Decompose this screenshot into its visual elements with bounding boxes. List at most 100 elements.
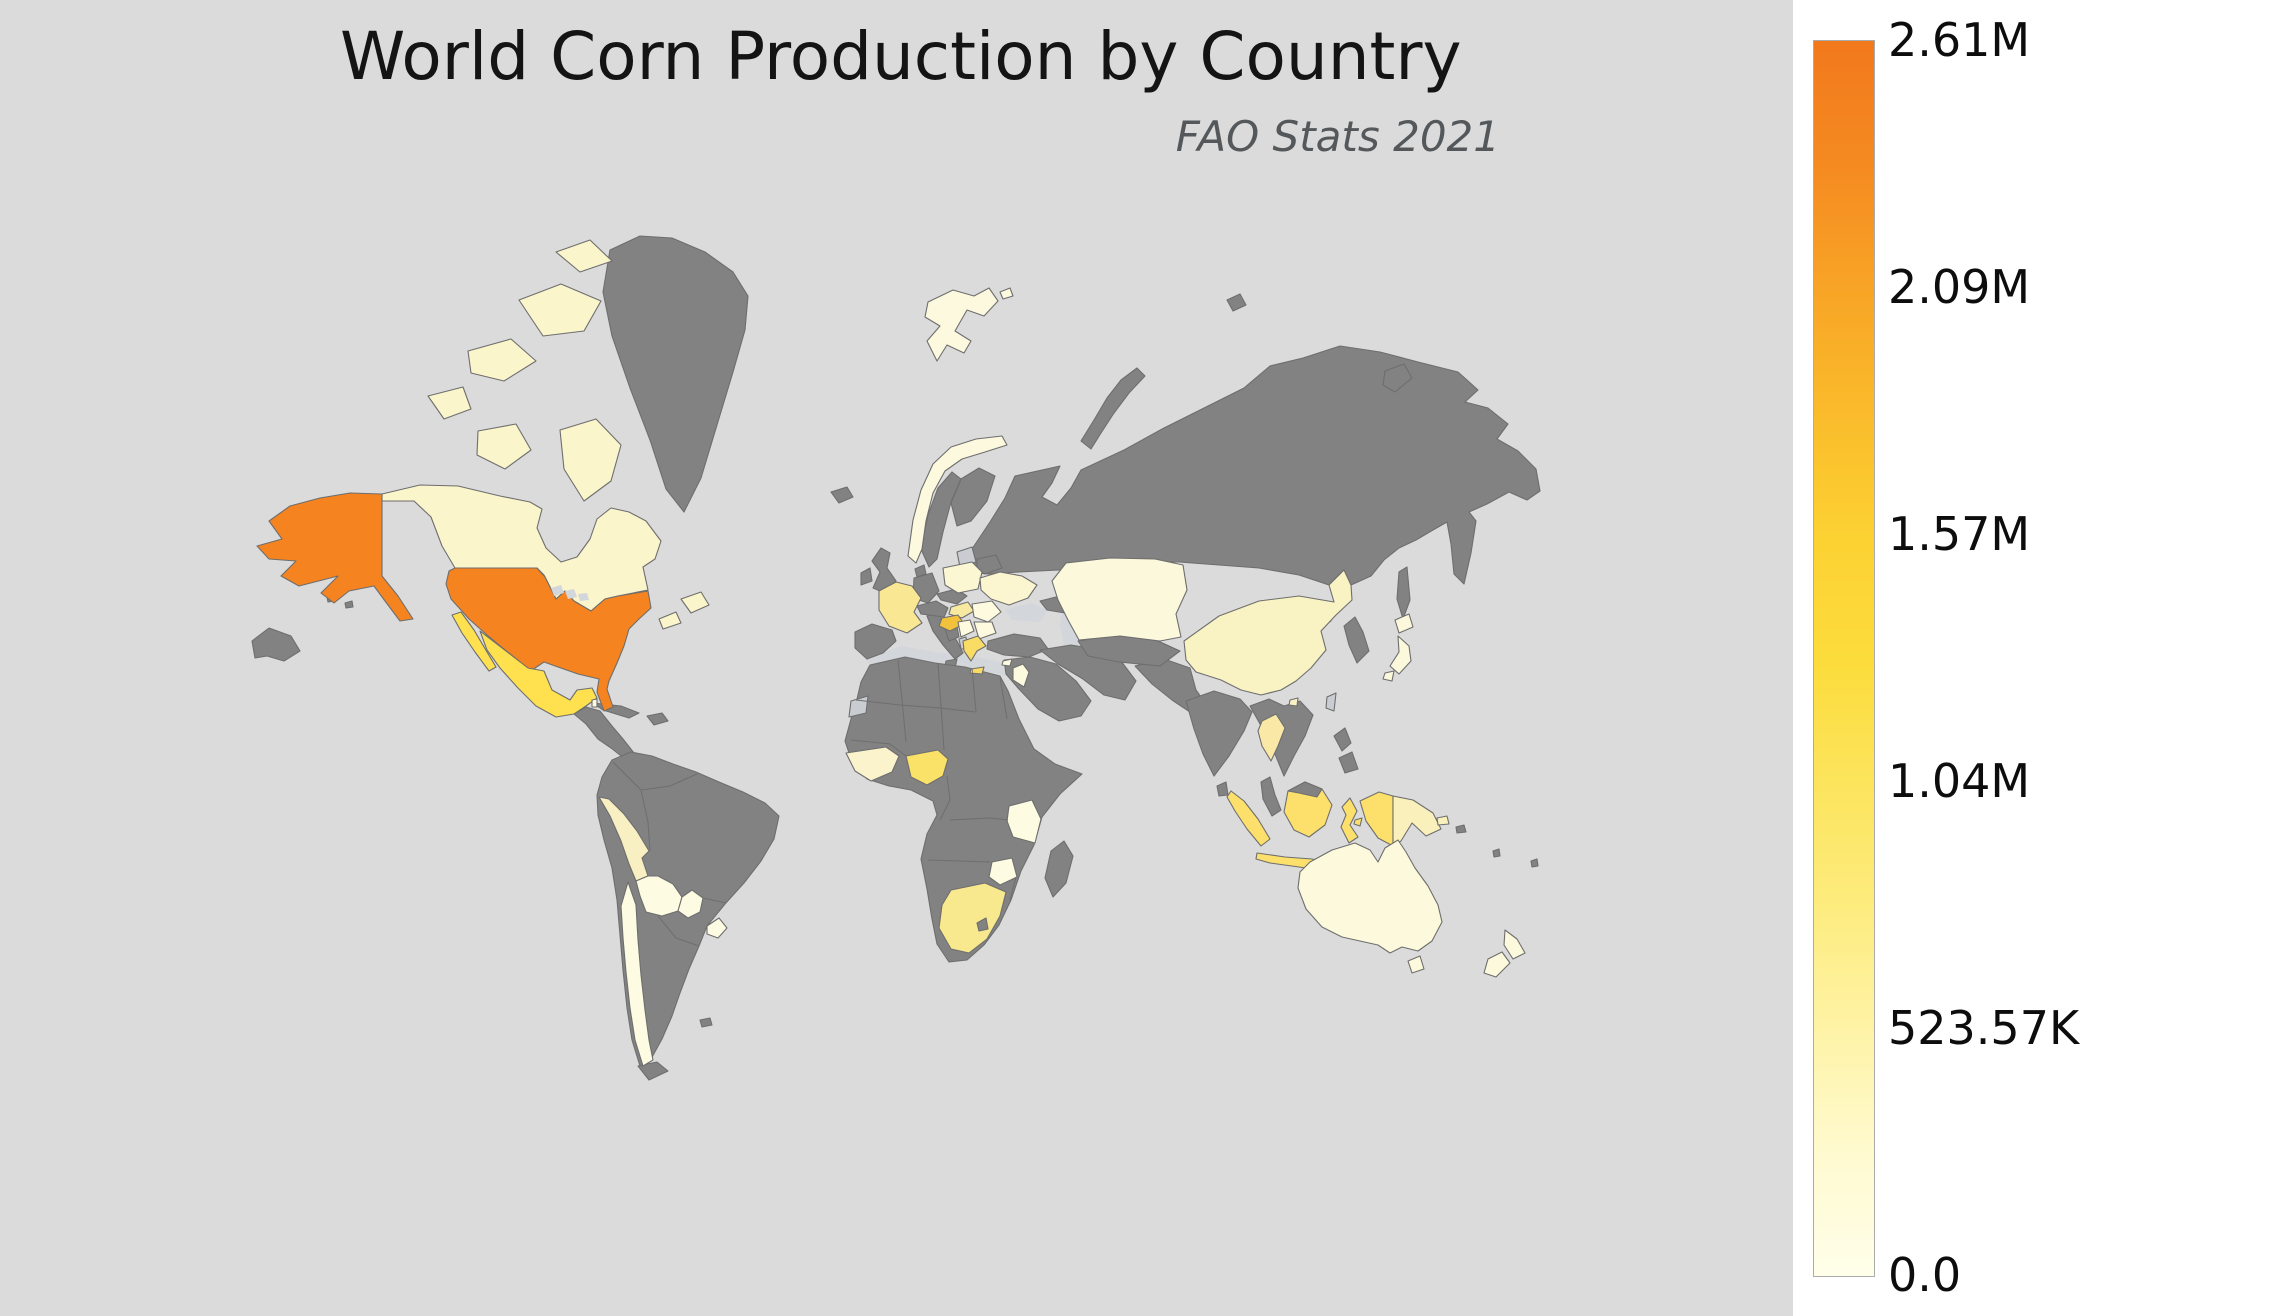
country-finland [950, 467, 996, 527]
island-pacific [1492, 848, 1501, 858]
internal-border-line [927, 859, 991, 863]
region-chukotka-west [251, 627, 301, 662]
colorbar-tick-label: 1.57M [1888, 507, 2031, 561]
island-arctic [467, 338, 537, 382]
country-belize [591, 698, 598, 708]
island-nz-north [1503, 929, 1526, 960]
country-greenland [602, 235, 749, 513]
country-greece [962, 635, 987, 662]
internal-border-line [897, 659, 907, 743]
internal-border-line [612, 761, 698, 791]
country-ukraine [979, 571, 1038, 606]
colorbar-tick-label: 523.57K [1888, 1001, 2080, 1055]
internal-border-line [657, 915, 700, 947]
colorbar-panel: 2.61M 2.09M 1.57M 1.04M 523.57K 0.0 [1793, 0, 2273, 1316]
country-philippines [1338, 751, 1359, 774]
country-zimbabwe [988, 857, 1018, 886]
country-ireland [860, 567, 873, 586]
island-nz-south [1483, 951, 1511, 978]
internal-border-line [971, 667, 977, 713]
island-sumatra [1226, 790, 1271, 847]
internal-border-line [640, 789, 651, 852]
country-united-states [445, 567, 652, 712]
island-sakhalin [1396, 566, 1411, 620]
island-arctic [555, 239, 613, 273]
internal-border-line [937, 663, 945, 751]
country-cyprus [1001, 658, 1013, 667]
island-arctic [427, 386, 472, 420]
world-map [251, 235, 1541, 1081]
country-denmark [914, 564, 927, 578]
country-south-africa [938, 882, 1007, 954]
internal-border-line [949, 817, 1009, 821]
island-svalbard [924, 287, 999, 362]
island-novaya-zemlya [1080, 367, 1146, 450]
island-hispaniola [646, 712, 669, 726]
country-norway [907, 435, 1008, 564]
island-svalbard [999, 287, 1014, 300]
island-ellesmere [518, 283, 602, 337]
region-iberia [854, 623, 897, 660]
region-baja-california [451, 611, 497, 672]
country-poland [942, 561, 983, 594]
region-israel-jordan [1012, 663, 1030, 688]
island-victoria [476, 423, 532, 470]
island-honshu [1389, 635, 1412, 675]
country-paraguay [677, 889, 704, 919]
country-croatia [938, 614, 965, 632]
internal-border-line [702, 897, 727, 904]
chart-subtitle: FAO Stats 2021 [1175, 112, 1500, 161]
country-turkey [986, 633, 1049, 658]
country-united-kingdom [871, 547, 897, 594]
map-area: World Corn Production by Country FAO Sta… [0, 0, 1793, 1316]
region-malay-peninsula [1260, 776, 1282, 817]
colorbar-gradient [1813, 40, 1875, 1277]
region-malaysia-borneo [1287, 781, 1323, 798]
island-sulawesi [1340, 797, 1359, 844]
island-hainan [1288, 697, 1299, 707]
country-russia [957, 345, 1541, 586]
country-bolivia [635, 875, 683, 917]
island-newfoundland [680, 591, 710, 614]
country-philippines [1333, 727, 1352, 752]
country-iceland [830, 486, 854, 504]
island-hokkaido [1394, 613, 1414, 634]
island-aleutian [344, 600, 354, 609]
country-france [878, 581, 923, 634]
island-new-britain [1436, 815, 1450, 826]
island-taiwan [1325, 692, 1337, 712]
internal-border-line [850, 739, 907, 757]
country-tanzania [1006, 799, 1042, 844]
colorbar-tick-label: 2.61M [1888, 13, 2031, 67]
country-thailand [1257, 713, 1286, 762]
country-kazakhstan [1051, 557, 1188, 642]
region-nova-scotia [658, 611, 682, 630]
colorbar-tick-label: 0.0 [1888, 1248, 1962, 1302]
country-china [1183, 569, 1353, 696]
island-wrangel [1382, 363, 1413, 393]
country-serbia [957, 619, 975, 638]
island-tasmania [1407, 955, 1425, 974]
country-madagascar [1044, 840, 1074, 898]
internal-border-line [939, 775, 951, 821]
country-hungary [948, 601, 975, 619]
country-lesotho [976, 917, 989, 932]
black-sea [1005, 603, 1048, 622]
country-romania [971, 600, 1002, 623]
region-alaska [256, 492, 414, 622]
page-title: World Corn Production by Country [340, 18, 1462, 95]
island-crete [969, 666, 985, 675]
country-bulgaria [973, 621, 997, 640]
great-lakes [578, 593, 589, 601]
island-tierra-del-fuego [637, 1061, 669, 1081]
island-pacific [1530, 858, 1539, 868]
internal-border-line [855, 699, 976, 713]
country-uruguay [706, 917, 728, 939]
internal-border-line [999, 676, 1008, 720]
region-west-africa [845, 746, 900, 782]
country-peru [598, 796, 650, 882]
country-chile [620, 881, 654, 1067]
colorbar-tick-label: 2.09M [1888, 260, 2031, 314]
island-baffin [559, 418, 622, 502]
